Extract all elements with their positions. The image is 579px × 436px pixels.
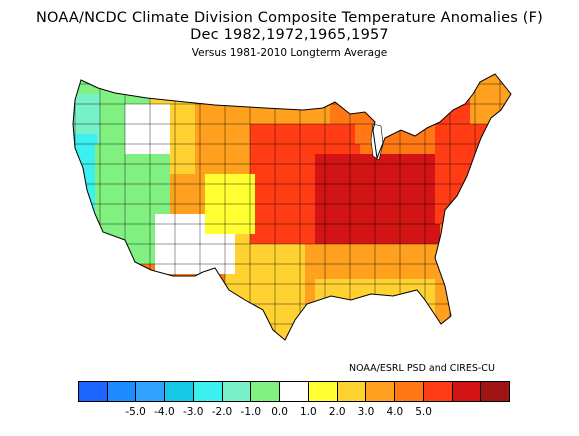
map-subtitle-years: Dec 1982,1972,1965,1957: [190, 27, 389, 43]
color-scale-bin: [395, 382, 424, 401]
color-scale-ticks: -5.0 -4.0 -3.0 -2.0 -1.0 0.0 1.0 2.0 3.0 4.0 5.0: [78, 406, 510, 420]
color-scale-tick-label: -3.0: [182, 406, 204, 418]
color-scale-bin: [107, 382, 137, 401]
map-title: NOAA/NCDC Climate Division Composite Tem…: [35, 10, 544, 26]
color-scale-tick-label: -1.0: [240, 406, 262, 418]
us-outline: [72, 73, 512, 341]
color-scale-tick-label: 1.0: [300, 406, 317, 418]
data-credit: NOAA/ESRL PSD and CIRES-CU: [349, 363, 495, 374]
region-ohio-valley: [315, 154, 440, 244]
color-scale-bin: [452, 382, 482, 401]
map-subtitle-baseline: Versus 1981-2010 Longterm Average: [191, 47, 388, 59]
color-scale-tick-label: 0.0: [271, 406, 288, 418]
color-scale-bar: [78, 381, 510, 402]
region-southeast: [305, 244, 511, 340]
color-scale-bin: [222, 382, 252, 401]
color-scale-bin: [251, 382, 281, 401]
color-scale-bin: [423, 382, 453, 401]
map-regions: [73, 74, 511, 340]
color-scale-bin: [366, 382, 396, 401]
color-scale-bin: [165, 382, 194, 401]
color-scale-bin: [308, 382, 338, 401]
color-scale-tick-label: 4.0: [386, 406, 404, 418]
color-scale-bin: [79, 382, 108, 401]
color-scale-tick-label: 2.0: [328, 406, 346, 418]
region-idaho-white: [125, 104, 170, 154]
color-scale-tick-label: 3.0: [357, 406, 375, 418]
color-scale-bin: [136, 382, 166, 401]
region-new-england: [470, 74, 511, 124]
region-california-coast: [73, 134, 97, 229]
color-scale-bin: [337, 382, 367, 401]
color-scale-bin: [481, 382, 510, 401]
color-scale-tick-label: 5.0: [415, 406, 432, 418]
color-scale-tick-label: -2.0: [211, 406, 233, 418]
us-anomaly-map: [72, 73, 512, 341]
color-scale-tick-label: -4.0: [154, 406, 175, 418]
color-scale-bin: [193, 382, 223, 401]
region-great-lakes-north: [355, 94, 435, 144]
color-scale-tick-label: -5.0: [125, 406, 146, 418]
color-scale-bin: [280, 382, 309, 401]
